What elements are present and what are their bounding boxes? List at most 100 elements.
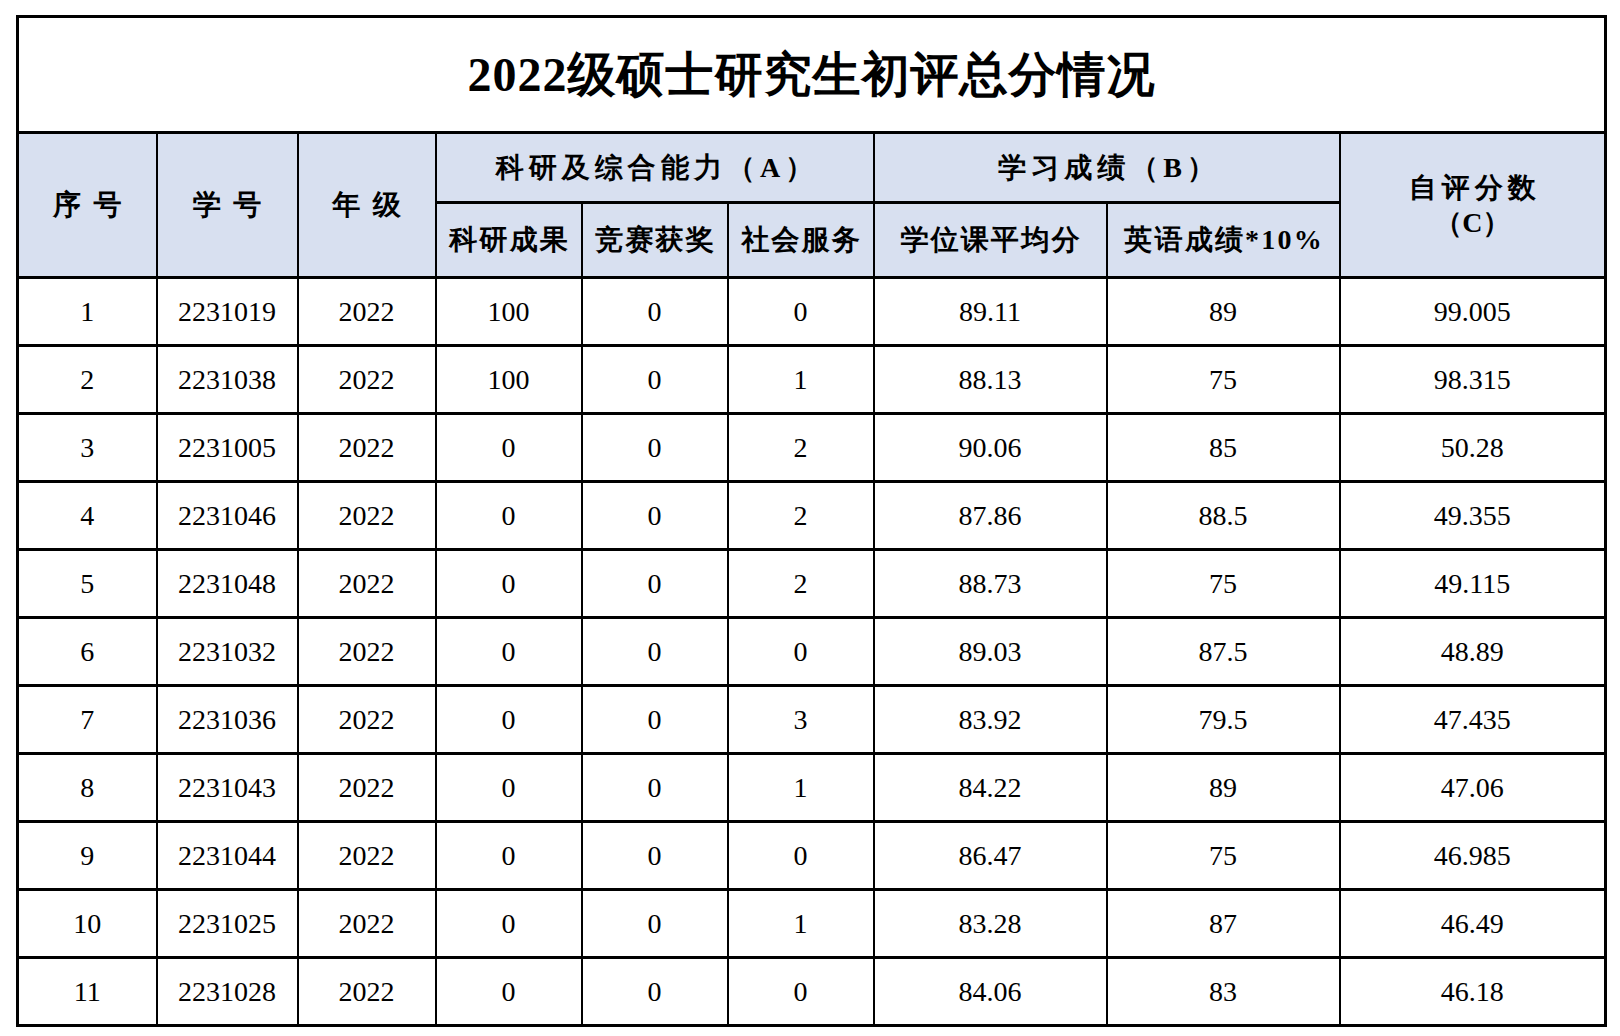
cell-student-id: 2231019 bbox=[157, 278, 298, 346]
cell-research-score: 0 bbox=[436, 686, 582, 754]
header-group-research-ability: 科研及综合能力（A） bbox=[436, 133, 874, 203]
cell-degree-course-average: 83.28 bbox=[874, 890, 1107, 958]
cell-english-score: 85 bbox=[1107, 414, 1340, 482]
cell-social-service: 0 bbox=[728, 958, 874, 1026]
cell-self-eval-score: 50.28 bbox=[1340, 414, 1606, 482]
header-competition-award: 竞赛获奖 bbox=[582, 203, 728, 278]
cell-competition-award: 0 bbox=[582, 346, 728, 414]
table-row: 72231036202200383.9279.547.435 bbox=[18, 686, 1606, 754]
cell-research-score: 0 bbox=[436, 822, 582, 890]
header-social-service: 社会服务 bbox=[728, 203, 874, 278]
cell-degree-course-average: 88.13 bbox=[874, 346, 1107, 414]
cell-row-index: 10 bbox=[18, 890, 157, 958]
cell-grade: 2022 bbox=[298, 754, 436, 822]
cell-row-index: 7 bbox=[18, 686, 157, 754]
table-row: 82231043202200184.228947.06 bbox=[18, 754, 1606, 822]
cell-social-service: 1 bbox=[728, 346, 874, 414]
cell-competition-award: 0 bbox=[582, 278, 728, 346]
cell-degree-course-average: 89.11 bbox=[874, 278, 1107, 346]
cell-research-score: 0 bbox=[436, 754, 582, 822]
cell-degree-course-average: 83.92 bbox=[874, 686, 1107, 754]
table-row: 1223101920221000089.118999.005 bbox=[18, 278, 1606, 346]
cell-student-id: 2231046 bbox=[157, 482, 298, 550]
cell-competition-award: 0 bbox=[582, 550, 728, 618]
cell-research-score: 100 bbox=[436, 278, 582, 346]
cell-research-score: 100 bbox=[436, 346, 582, 414]
cell-self-eval-score: 47.06 bbox=[1340, 754, 1606, 822]
header-research-score: 科研成果 bbox=[436, 203, 582, 278]
cell-row-index: 4 bbox=[18, 482, 157, 550]
cell-competition-award: 0 bbox=[582, 686, 728, 754]
cell-english-score: 89 bbox=[1107, 278, 1340, 346]
cell-degree-course-average: 84.06 bbox=[874, 958, 1107, 1026]
cell-student-id: 2231048 bbox=[157, 550, 298, 618]
cell-grade: 2022 bbox=[298, 550, 436, 618]
cell-student-id: 2231005 bbox=[157, 414, 298, 482]
cell-degree-course-average: 84.22 bbox=[874, 754, 1107, 822]
cell-competition-award: 0 bbox=[582, 414, 728, 482]
header-english-score: 英语成绩*10% bbox=[1107, 203, 1340, 278]
cell-row-index: 2 bbox=[18, 346, 157, 414]
cell-grade: 2022 bbox=[298, 618, 436, 686]
cell-self-eval-score: 49.355 bbox=[1340, 482, 1606, 550]
cell-english-score: 89 bbox=[1107, 754, 1340, 822]
cell-social-service: 0 bbox=[728, 618, 874, 686]
cell-self-eval-score: 98.315 bbox=[1340, 346, 1606, 414]
cell-social-service: 0 bbox=[728, 278, 874, 346]
table-row: 102231025202200183.288746.49 bbox=[18, 890, 1606, 958]
cell-english-score: 75 bbox=[1107, 346, 1340, 414]
cell-self-eval-score: 49.115 bbox=[1340, 550, 1606, 618]
cell-degree-course-average: 88.73 bbox=[874, 550, 1107, 618]
cell-self-eval-score: 47.435 bbox=[1340, 686, 1606, 754]
cell-english-score: 79.5 bbox=[1107, 686, 1340, 754]
cell-grade: 2022 bbox=[298, 346, 436, 414]
cell-research-score: 0 bbox=[436, 890, 582, 958]
cell-grade: 2022 bbox=[298, 890, 436, 958]
cell-degree-course-average: 90.06 bbox=[874, 414, 1107, 482]
cell-row-index: 1 bbox=[18, 278, 157, 346]
document-page: 2022级硕士研究生初评总分情况 序号 学号 年级 科研及综合能力（A） 学习成… bbox=[0, 0, 1620, 1036]
cell-social-service: 2 bbox=[728, 482, 874, 550]
cell-degree-course-average: 87.86 bbox=[874, 482, 1107, 550]
cell-research-score: 0 bbox=[436, 550, 582, 618]
cell-student-id: 2231032 bbox=[157, 618, 298, 686]
table-row: 112231028202200084.068346.18 bbox=[18, 958, 1606, 1026]
header-row-top: 序号 学号 年级 科研及综合能力（A） 学习成绩（B） 自评分数 （C） bbox=[18, 133, 1606, 203]
header-degree-course-average: 学位课平均分 bbox=[874, 203, 1107, 278]
cell-degree-course-average: 89.03 bbox=[874, 618, 1107, 686]
header-self-eval-line2: （C） bbox=[1341, 205, 1605, 240]
cell-row-index: 5 bbox=[18, 550, 157, 618]
cell-student-id: 2231036 bbox=[157, 686, 298, 754]
cell-row-index: 8 bbox=[18, 754, 157, 822]
cell-self-eval-score: 46.49 bbox=[1340, 890, 1606, 958]
header-group-academic-performance: 学习成绩（B） bbox=[874, 133, 1340, 203]
cell-research-score: 0 bbox=[436, 618, 582, 686]
cell-row-index: 11 bbox=[18, 958, 157, 1026]
cell-research-score: 0 bbox=[436, 414, 582, 482]
cell-student-id: 2231028 bbox=[157, 958, 298, 1026]
cell-competition-award: 0 bbox=[582, 822, 728, 890]
cell-english-score: 75 bbox=[1107, 550, 1340, 618]
header-self-eval-score: 自评分数 （C） bbox=[1340, 133, 1606, 278]
cell-competition-award: 0 bbox=[582, 890, 728, 958]
cell-english-score: 87 bbox=[1107, 890, 1340, 958]
cell-student-id: 2231044 bbox=[157, 822, 298, 890]
cell-row-index: 9 bbox=[18, 822, 157, 890]
cell-grade: 2022 bbox=[298, 686, 436, 754]
cell-competition-award: 0 bbox=[582, 482, 728, 550]
header-self-eval-line1: 自评分数 bbox=[1341, 170, 1605, 205]
cell-competition-award: 0 bbox=[582, 618, 728, 686]
header-index: 序号 bbox=[18, 133, 157, 278]
cell-social-service: 1 bbox=[728, 754, 874, 822]
cell-grade: 2022 bbox=[298, 278, 436, 346]
table-row: 2223103820221000188.137598.315 bbox=[18, 346, 1606, 414]
cell-self-eval-score: 46.18 bbox=[1340, 958, 1606, 1026]
title-row: 2022级硕士研究生初评总分情况 bbox=[18, 17, 1606, 133]
cell-student-id: 2231038 bbox=[157, 346, 298, 414]
header-grade: 年级 bbox=[298, 133, 436, 278]
page-title: 2022级硕士研究生初评总分情况 bbox=[18, 17, 1606, 133]
cell-english-score: 88.5 bbox=[1107, 482, 1340, 550]
cell-student-id: 2231043 bbox=[157, 754, 298, 822]
cell-english-score: 83 bbox=[1107, 958, 1340, 1026]
cell-grade: 2022 bbox=[298, 958, 436, 1026]
